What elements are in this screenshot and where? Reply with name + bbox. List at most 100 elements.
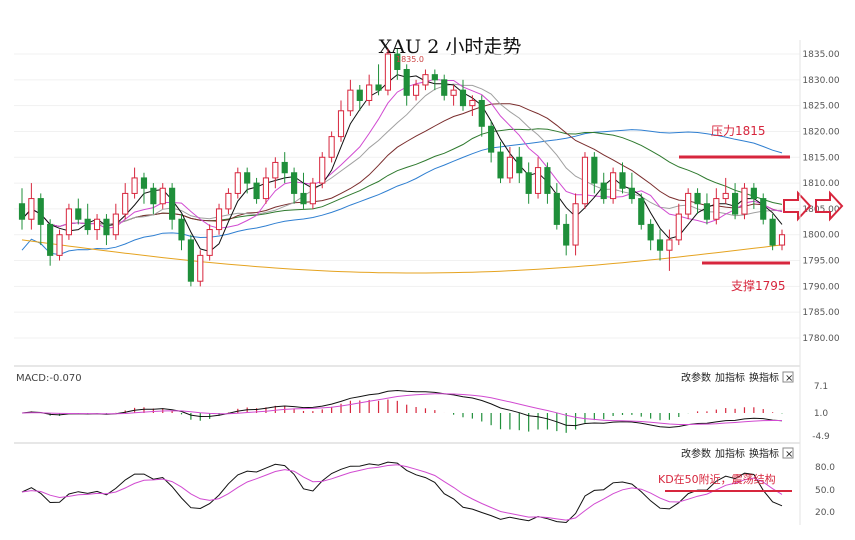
price-tick-label: 1825.00 bbox=[802, 102, 839, 112]
candle bbox=[553, 183, 560, 230]
candle bbox=[628, 172, 635, 204]
candle bbox=[272, 157, 279, 189]
candle bbox=[703, 193, 711, 225]
candle-body bbox=[234, 172, 241, 194]
candle bbox=[47, 219, 54, 266]
candle bbox=[619, 162, 626, 194]
candle-body bbox=[403, 68, 410, 96]
candle-body bbox=[309, 182, 316, 205]
candle bbox=[75, 198, 82, 225]
edit-params-button[interactable]: 改参数 bbox=[681, 447, 711, 460]
candle-body bbox=[394, 53, 401, 70]
candle bbox=[56, 229, 63, 261]
candle-body bbox=[422, 74, 429, 86]
candle bbox=[225, 188, 232, 215]
candle-body bbox=[93, 218, 101, 231]
price-tick-label: 1795.00 bbox=[802, 257, 839, 267]
kd-chart bbox=[21, 461, 783, 524]
candle bbox=[563, 214, 570, 256]
candle-body bbox=[65, 208, 72, 236]
candle-body bbox=[469, 99, 476, 107]
candle-body bbox=[722, 192, 729, 200]
candle-body bbox=[366, 84, 373, 101]
candle bbox=[28, 183, 35, 230]
ma-line-maroon bbox=[21, 103, 783, 228]
candle bbox=[581, 152, 589, 209]
candle-body bbox=[778, 234, 786, 246]
candle bbox=[675, 203, 682, 246]
price-axis: 1835.00 1830.00 1825.00 1820.00 1815.00 1810.… bbox=[802, 50, 839, 344]
candle-body bbox=[750, 187, 757, 200]
candle bbox=[178, 214, 185, 251]
macd-chart bbox=[21, 389, 783, 433]
candle-body bbox=[666, 239, 673, 251]
price-tick-label: 1780.00 bbox=[802, 334, 839, 344]
candle bbox=[572, 193, 579, 256]
price-tick-label: 1830.00 bbox=[802, 76, 839, 86]
switch-indicator-button[interactable]: 换指标 bbox=[749, 447, 779, 460]
chart-title: XAU 2 小时走势 bbox=[379, 36, 522, 58]
candle-body bbox=[47, 223, 54, 256]
candle-body bbox=[56, 234, 63, 256]
candle-body bbox=[685, 192, 692, 215]
candle bbox=[647, 219, 654, 251]
candle-body bbox=[206, 229, 213, 256]
candle bbox=[713, 188, 720, 225]
candle-body bbox=[628, 187, 635, 200]
candle-body bbox=[337, 110, 345, 138]
kd-tick: 20.0 bbox=[815, 508, 835, 518]
candle bbox=[122, 183, 129, 220]
candle-body bbox=[187, 239, 194, 282]
macd-dea-line bbox=[21, 393, 782, 425]
candle-body bbox=[497, 151, 504, 179]
support-label: 支撑1795 bbox=[731, 278, 786, 293]
candle bbox=[206, 224, 213, 261]
candle bbox=[506, 146, 513, 184]
candle-body bbox=[75, 208, 82, 220]
switch-indicator-button[interactable]: 换指标 bbox=[749, 371, 779, 384]
candle-body bbox=[732, 192, 739, 215]
kd-axis: 80.0 50.0 20.0 bbox=[815, 463, 835, 518]
candle-body bbox=[656, 239, 664, 251]
add-indicator-button[interactable]: 加指标 bbox=[715, 371, 745, 384]
candle bbox=[488, 121, 495, 163]
candle bbox=[666, 229, 673, 271]
candle bbox=[638, 193, 645, 230]
price-tick-label: 1835.00 bbox=[802, 50, 839, 60]
candle-body bbox=[18, 203, 26, 220]
close-icon[interactable] bbox=[782, 447, 794, 459]
candle-body bbox=[291, 172, 298, 194]
candle bbox=[516, 146, 523, 184]
candle bbox=[187, 234, 194, 287]
candle bbox=[291, 167, 298, 204]
candle-body bbox=[103, 218, 110, 236]
candle bbox=[525, 162, 532, 204]
candle bbox=[656, 229, 664, 261]
candle-body bbox=[694, 192, 701, 205]
close-button-label[interactable]: × bbox=[785, 449, 793, 460]
candle-body bbox=[478, 99, 485, 127]
price-tick-label: 1805.00 bbox=[802, 205, 839, 215]
candle bbox=[384, 48, 392, 96]
candle-body bbox=[581, 156, 589, 205]
candle-body bbox=[384, 53, 392, 91]
candle bbox=[497, 141, 504, 184]
add-indicator-button[interactable]: 加指标 bbox=[715, 447, 745, 460]
candle bbox=[215, 203, 223, 235]
peak-price-label: 1835.0 bbox=[396, 55, 424, 64]
close-icon[interactable] bbox=[782, 371, 794, 383]
candle bbox=[469, 95, 476, 116]
ma-line-orange bbox=[21, 239, 783, 274]
macd-axis: 7.1 1.0 -4.9 bbox=[812, 382, 830, 442]
candle bbox=[741, 183, 748, 220]
candle-body bbox=[534, 167, 542, 194]
kd-note: KD在50附近，震荡结构 bbox=[658, 472, 776, 486]
close-button-label[interactable]: × bbox=[785, 373, 793, 384]
candle-body bbox=[178, 218, 185, 241]
candle bbox=[544, 162, 551, 204]
candle-body bbox=[84, 218, 91, 231]
arrow-right-icon bbox=[783, 190, 844, 222]
edit-params-button[interactable]: 改参数 bbox=[681, 371, 711, 384]
candle-body bbox=[553, 192, 560, 225]
